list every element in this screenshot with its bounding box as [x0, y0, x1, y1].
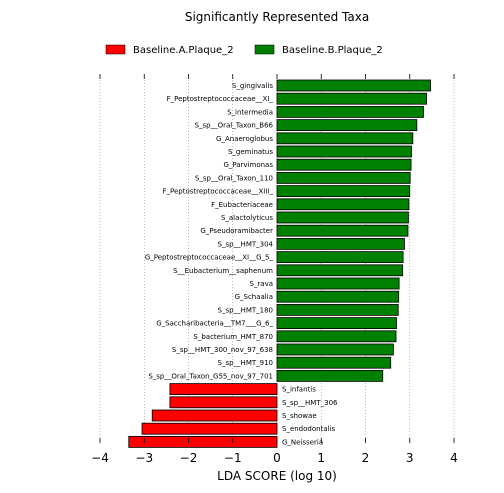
bar — [276, 185, 411, 198]
bar — [276, 106, 424, 118]
bar — [169, 383, 278, 396]
x-tick-label: 4 — [450, 451, 458, 465]
bar — [276, 145, 412, 158]
bar — [169, 396, 278, 409]
legend-label-a: Baseline.A.Plaque_2 — [133, 45, 234, 56]
bar — [276, 237, 405, 250]
bar-label: S_bacterium_HMT_870 — [193, 333, 273, 341]
x-tick-label: 2 — [362, 451, 370, 465]
x-axis: −4 −3 −2 −1 0 1 2 3 4 — [91, 74, 458, 465]
bar — [276, 343, 394, 356]
bar-label: S_endodontalis — [282, 425, 335, 433]
bar-label: F_Peptostreptococcaceae__XIII_ — [162, 188, 273, 196]
bar-labels: S_gingivalis F_Peptostreptococcaceae__XI_… — [145, 82, 338, 446]
bar-label: S_sp__Oral_Taxon_B66 — [195, 122, 274, 130]
bar — [276, 171, 411, 184]
bar-label: F_Peptostreptococcaceae__XI_ — [167, 95, 274, 103]
bar-label: S_showae — [282, 412, 317, 420]
bar-label: G_Neisseria — [282, 438, 323, 446]
legend-swatch-b — [254, 44, 275, 55]
bar-label: G_Schaalia — [235, 293, 273, 301]
x-tick-label: −4 — [91, 451, 109, 465]
x-tick-label: 1 — [317, 451, 325, 465]
bar — [276, 330, 397, 343]
legend: Baseline.A.Plaque_2 Baseline.B.Plaque_2 — [105, 44, 383, 56]
bar-label: G_Pseudoramibacter — [200, 227, 273, 235]
bar-label: S__Eubacterium__saphenum — [173, 267, 273, 275]
bar-label: G_Anaeroglobus — [216, 135, 273, 143]
bar — [276, 92, 427, 105]
legend-label-b: Baseline.B.Plaque_2 — [282, 45, 383, 56]
bar — [276, 158, 412, 171]
bar-label: G_Peptostreptococcaceae__XI__G_5_ — [145, 254, 274, 262]
bar-label: S_rava — [249, 280, 273, 288]
bar — [276, 119, 418, 131]
bar — [276, 132, 414, 145]
bar — [276, 79, 431, 92]
bar — [276, 369, 384, 382]
x-tick-label: −2 — [180, 451, 198, 465]
chart-title: Significantly Represented Taxa — [185, 10, 369, 24]
bar-label: S_infantis — [282, 386, 316, 394]
bar — [276, 198, 410, 211]
bar-label: S_intermedia — [227, 108, 273, 116]
x-tick-label: 0 — [273, 451, 281, 465]
bar-label: S_sp__HMT_300_nov_97_638 — [172, 346, 273, 354]
bar-label: G_Parvimonas — [223, 161, 273, 169]
x-axis-label: LDA SCORE (log 10) — [217, 469, 337, 483]
bar — [276, 264, 404, 277]
bar — [276, 251, 404, 264]
bar-label: F_Eubacteriaceae — [211, 201, 273, 209]
x-tick-label: −3 — [135, 451, 153, 465]
bar — [276, 356, 392, 369]
x-tick-label: −1 — [224, 451, 242, 465]
bar-label: S_geminatus — [228, 148, 273, 156]
bar-label: S_sp__Oral_Taxon_110 — [195, 174, 273, 182]
bar-label: S_alactolyticus — [221, 214, 273, 222]
bar — [151, 409, 278, 422]
bar — [128, 435, 278, 448]
bar — [276, 277, 400, 290]
bar-label: G_Saccharibacteria__TM7___G_6_ — [156, 320, 273, 328]
bar-label: S_sp__HMT_180 — [218, 306, 273, 314]
bar — [276, 224, 409, 237]
x-tick-label: 3 — [406, 451, 414, 465]
bar-label: S_gingivalis — [232, 82, 273, 90]
bar-label: S_sp__HMT_910 — [218, 359, 273, 367]
bar-label: S_sp__HMT_306 — [282, 399, 338, 407]
legend-swatch-a — [105, 44, 126, 55]
bar — [276, 290, 400, 303]
bar — [141, 422, 278, 435]
bar-label: S_sp__HMT_304 — [218, 240, 274, 248]
bars — [128, 79, 431, 448]
bar — [276, 317, 397, 330]
bar-label: S_sp__Oral_Taxon_G55_nov_97_701 — [148, 372, 273, 380]
bar — [276, 211, 409, 224]
bar — [276, 303, 399, 316]
